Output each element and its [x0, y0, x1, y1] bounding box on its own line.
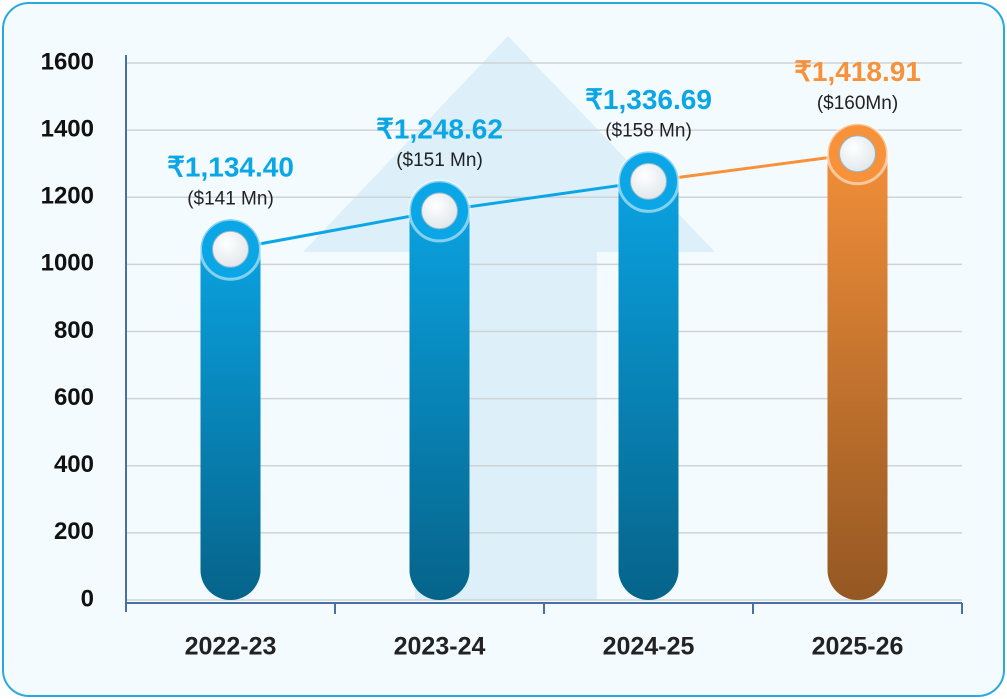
value-label: ₹1,418.91	[794, 56, 921, 87]
usd-label: ($160Mn)	[817, 93, 898, 114]
y-tick-label: 800	[54, 317, 94, 344]
bar-shade	[410, 181, 470, 600]
y-tick-label: 600	[54, 384, 94, 411]
bar-shade	[619, 151, 679, 600]
marker-knob	[422, 193, 458, 229]
y-tick-label: 1600	[41, 48, 94, 75]
x-tick-label: 2022-23	[185, 633, 277, 661]
y-tick-label: 400	[54, 451, 94, 478]
value-label: ₹1,248.62	[376, 113, 503, 144]
marker-knob	[840, 136, 876, 172]
y-tick-label: 1400	[41, 115, 94, 142]
chart: 0 200 400 600 800 1000 1200 1400 1600 2022-23 ₹1,1…	[0, 0, 1007, 699]
usd-label: ($151 Mn)	[396, 150, 483, 171]
value-label: ₹1,336.69	[585, 84, 712, 115]
bar-shade	[828, 124, 888, 600]
y-tick-label: 1000	[41, 250, 94, 277]
marker-knob	[213, 231, 249, 267]
x-tick-label: 2025-26	[812, 633, 904, 661]
x-tick-label: 2024-25	[603, 633, 695, 661]
usd-label: ($158 Mn)	[605, 120, 692, 141]
y-tick-label: 200	[54, 518, 94, 545]
value-label: ₹1,134.40	[167, 152, 294, 183]
usd-label: ($141 Mn)	[187, 188, 274, 209]
y-tick-label: 0	[81, 585, 94, 612]
y-tick-label: 1200	[41, 183, 94, 210]
x-tick-label: 2023-24	[394, 633, 486, 661]
marker-knob	[631, 163, 667, 199]
